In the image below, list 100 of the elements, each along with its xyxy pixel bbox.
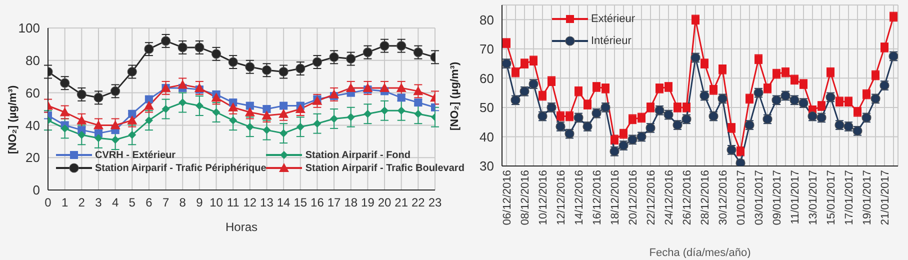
x-tick-label: 11 xyxy=(226,196,240,210)
x-tick-label: 19/01/2017 xyxy=(861,170,874,226)
point xyxy=(346,54,356,64)
x-tick-label: 11/01/2017 xyxy=(789,170,802,224)
point xyxy=(296,122,304,131)
point xyxy=(60,78,70,88)
point xyxy=(144,95,153,104)
x-tick-label: 7 xyxy=(162,196,170,210)
point xyxy=(111,136,120,144)
y-tick-label: 20 xyxy=(26,150,40,166)
x-tick-label: 13 xyxy=(260,196,274,210)
point xyxy=(93,120,104,130)
x-axis-title: Fecha (día/mes/año) xyxy=(649,247,751,259)
point xyxy=(244,107,255,116)
point xyxy=(246,102,254,110)
point xyxy=(178,80,188,89)
point xyxy=(380,82,390,92)
point xyxy=(127,66,137,77)
point xyxy=(60,107,70,116)
x-tick-label: 30/12/2016 xyxy=(717,170,730,226)
point xyxy=(178,98,187,107)
point xyxy=(736,158,746,166)
x-tick-label: 23 xyxy=(428,196,442,210)
point xyxy=(413,86,424,96)
point xyxy=(262,65,272,75)
x-tick-label: 19 xyxy=(361,196,375,210)
point xyxy=(110,86,120,96)
x-tick-label: 22 xyxy=(411,196,426,210)
point xyxy=(110,120,120,130)
y-tick-label: 80 xyxy=(26,53,40,68)
point xyxy=(296,64,306,74)
y-tick-label: 40 xyxy=(26,118,40,133)
y-tick-label: 60 xyxy=(480,70,494,86)
point xyxy=(211,49,222,59)
point xyxy=(278,66,288,77)
point xyxy=(229,116,238,124)
y-axis-title: [NO₂] (µg/m³) xyxy=(6,85,19,154)
x-tick-label: 0 xyxy=(44,196,52,210)
y-tick-label: 100 xyxy=(18,20,40,36)
x-tick-label: 6 xyxy=(146,196,153,210)
x-tick-label: 16 xyxy=(310,196,324,210)
x-tick-label: 09/01/2017 xyxy=(771,170,784,226)
point xyxy=(295,104,306,113)
point xyxy=(162,105,170,113)
x-tick-label: 15/01/2017 xyxy=(825,170,838,226)
x-tick-label: 17/01/2017 xyxy=(843,170,856,226)
point xyxy=(194,42,204,52)
point xyxy=(414,110,422,118)
x-tick-label: 13/01/2017 xyxy=(807,170,820,226)
point xyxy=(262,110,272,120)
x-tick-label: 8 xyxy=(179,196,186,210)
x-tick-label: 28/12/2016 xyxy=(699,170,712,226)
point xyxy=(329,52,339,62)
point xyxy=(144,116,153,124)
point xyxy=(396,82,406,92)
x-tick-label: 22/12/2016 xyxy=(645,170,658,226)
point xyxy=(413,48,423,58)
point xyxy=(211,92,222,102)
x-tick-label: 17 xyxy=(327,196,342,210)
point xyxy=(60,124,69,132)
x-tick-label: 20/12/2016 xyxy=(627,170,640,226)
point xyxy=(346,113,355,122)
point xyxy=(380,106,389,115)
point xyxy=(280,102,288,110)
x-tick-label: 03/01/2017 xyxy=(753,170,766,226)
point xyxy=(362,48,372,58)
point xyxy=(128,110,136,118)
x-tick-label: 18/12/2016 xyxy=(609,170,622,226)
x-tick-label: 26/12/2016 xyxy=(681,170,694,226)
point xyxy=(280,129,288,138)
point xyxy=(396,41,406,51)
point xyxy=(76,90,86,100)
point xyxy=(397,106,406,115)
point xyxy=(228,102,238,112)
point xyxy=(245,62,255,72)
point xyxy=(346,82,356,92)
x-tick-label: 16/12/2016 xyxy=(591,170,604,226)
point xyxy=(212,108,220,116)
point xyxy=(160,36,171,46)
y-tick-label: 80 xyxy=(480,12,494,28)
x-tick-label: 15 xyxy=(294,196,308,210)
y-tick-label: 70 xyxy=(480,42,494,57)
x-tick-label: 08/12/2016 xyxy=(519,170,532,226)
x-tick-label: 9 xyxy=(196,196,204,210)
point xyxy=(128,130,136,139)
x-tick-label: 3 xyxy=(95,196,102,210)
point xyxy=(246,122,254,131)
x-tick-label: 12/12/2016 xyxy=(555,170,568,226)
y-tick-label: 40 xyxy=(480,129,494,144)
legend-label: CVRH - Extérieur xyxy=(94,150,177,161)
x-tick-label: 12 xyxy=(243,196,257,210)
point xyxy=(330,114,338,123)
x-tick-label: 10/12/2016 xyxy=(537,170,550,226)
point xyxy=(262,126,271,134)
x-tick-label: 4 xyxy=(112,196,119,210)
x-tick-label: 5 xyxy=(128,196,136,210)
point xyxy=(94,134,102,142)
x-tick-label: 21 xyxy=(394,196,408,210)
legend-label: Intérieur xyxy=(590,35,632,47)
point xyxy=(78,130,86,139)
